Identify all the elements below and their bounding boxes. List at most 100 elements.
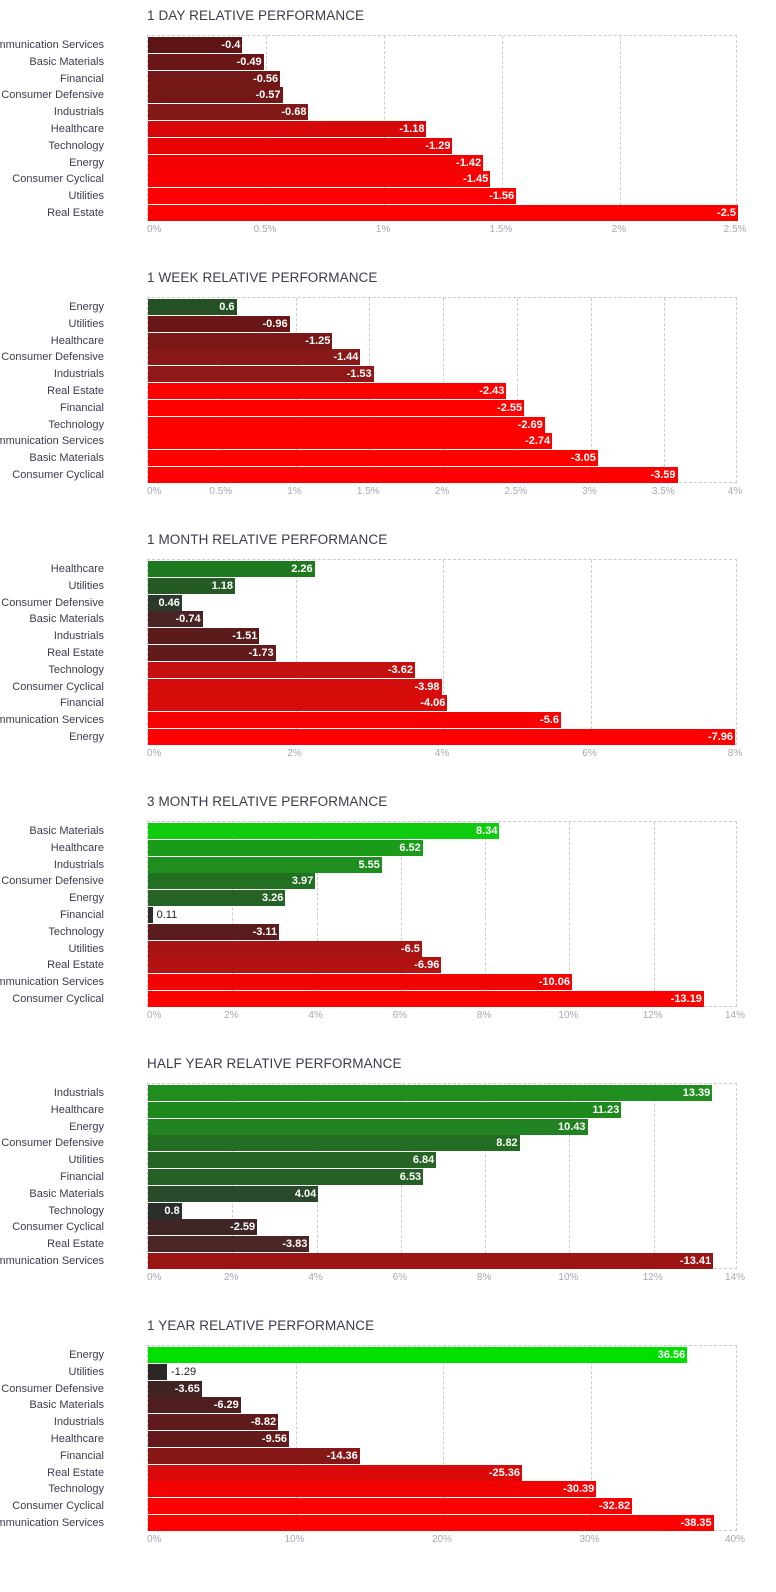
category-label: Industrials (53, 106, 104, 119)
bar[interactable] (148, 957, 442, 974)
bar[interactable] (148, 1431, 289, 1447)
data-label: 0.6 (219, 301, 235, 313)
category-label: Energy (69, 301, 104, 313)
bar[interactable] (148, 1380, 202, 1397)
gridline (590, 1346, 592, 1530)
bar[interactable] (148, 1236, 310, 1253)
category-label: Utilities (68, 317, 104, 330)
bar[interactable] (148, 299, 237, 315)
gridline (569, 822, 571, 1006)
data-label: -6.5 (400, 942, 420, 955)
bar[interactable] (148, 1481, 597, 1498)
bar[interactable] (148, 433, 553, 450)
bar[interactable] (148, 1447, 360, 1464)
bar[interactable] (148, 577, 236, 594)
bar[interactable] (148, 856, 382, 873)
bar[interactable] (148, 1347, 688, 1363)
bar[interactable] (148, 678, 442, 695)
category-label: Consumer Defensive (1, 89, 104, 102)
category-label: Industrials (53, 858, 104, 871)
data-label: 3.26 (261, 892, 284, 905)
bar-row: Communication Services -2.74 (0, 433, 738, 450)
bar[interactable] (148, 823, 500, 839)
bar[interactable] (148, 1169, 424, 1185)
plot-area: Communication Services -0.4 Basic Material… (0, 35, 738, 221)
data-label: -1.56 (489, 190, 515, 203)
bar[interactable] (148, 70, 281, 87)
bar[interactable] (148, 1118, 588, 1135)
bar-row: Financial -14.36 (60, 1447, 738, 1464)
bar[interactable] (148, 611, 203, 628)
bar[interactable] (148, 383, 507, 399)
bar[interactable] (148, 1253, 714, 1269)
bar-row: Healthcare 6.52 (51, 839, 738, 856)
bar[interactable] (148, 1363, 168, 1380)
bar[interactable] (148, 974, 572, 991)
bar[interactable] (148, 661, 415, 678)
bar[interactable] (148, 873, 316, 890)
bar[interactable] (148, 839, 423, 856)
data-label: 5.55 (358, 858, 380, 871)
bar[interactable] (148, 890, 286, 907)
bar-row: Communication Services -10.06 (0, 974, 738, 991)
bar-row: Industrials 13.39 (54, 1085, 738, 1101)
bar[interactable] (148, 1101, 622, 1118)
bar[interactable] (148, 87, 283, 104)
bar[interactable] (148, 1085, 713, 1101)
bar[interactable] (148, 695, 448, 712)
bar[interactable] (148, 1515, 714, 1531)
bar[interactable] (148, 1498, 633, 1515)
bar[interactable] (148, 121, 427, 137)
bar[interactable] (148, 1135, 520, 1152)
chart-panel: 1 WEEK RELATIVE PERFORMANCE Energy 0.6 Util… (0, 262, 776, 524)
x-tick-label: 1.5% (356, 486, 380, 497)
bar[interactable] (148, 137, 453, 154)
bar[interactable] (148, 923, 280, 940)
bar[interactable] (148, 399, 525, 416)
bar[interactable] (148, 332, 333, 349)
bar[interactable] (148, 104, 309, 121)
bar[interactable] (148, 349, 361, 366)
bar[interactable] (148, 1414, 279, 1431)
bar[interactable] (148, 171, 491, 188)
bar[interactable] (148, 1464, 523, 1481)
bar[interactable] (148, 205, 738, 221)
bar[interactable] (148, 645, 276, 661)
data-label: -3.98 (414, 680, 440, 693)
bar[interactable] (148, 1219, 258, 1236)
bar[interactable] (148, 628, 260, 645)
bar[interactable] (148, 416, 545, 433)
chart-title: 1 MONTH RELATIVE PERFORMANCE (147, 532, 388, 547)
bar-row: Basic Materials -0.49 (29, 53, 738, 70)
data-label: -32.82 (598, 1500, 631, 1513)
bar[interactable] (148, 53, 264, 70)
gridline (485, 1084, 487, 1268)
bar[interactable] (148, 366, 374, 383)
bar[interactable] (148, 991, 704, 1007)
bar[interactable] (148, 561, 315, 577)
bar[interactable] (148, 315, 290, 332)
category-label: Basic Materials (29, 452, 104, 465)
bar[interactable] (148, 594, 182, 611)
data-label: -3.83 (282, 1238, 308, 1251)
bar[interactable] (148, 1397, 241, 1414)
bar[interactable] (148, 154, 484, 171)
bar[interactable] (148, 450, 598, 467)
category-label: Consumer Cyclical (12, 469, 104, 481)
bar[interactable] (148, 1185, 319, 1202)
bar[interactable] (148, 467, 678, 483)
x-tick-label: 0% (147, 486, 162, 497)
data-label: -2.69 (517, 418, 543, 431)
bar[interactable] (148, 729, 736, 745)
bar[interactable] (148, 188, 517, 205)
bar[interactable] (148, 712, 561, 729)
bar[interactable] (148, 1202, 182, 1219)
bar-row: Consumer Defensive -0.57 (1, 87, 738, 104)
bar-row: Basic Materials 4.04 (29, 1185, 738, 1202)
bar-row: Financial -0.56 (60, 70, 738, 87)
bar[interactable] (148, 37, 243, 53)
bar[interactable] (148, 940, 422, 957)
bar[interactable] (148, 907, 153, 923)
bar[interactable] (148, 1152, 437, 1169)
category-label: Technology (48, 925, 104, 938)
